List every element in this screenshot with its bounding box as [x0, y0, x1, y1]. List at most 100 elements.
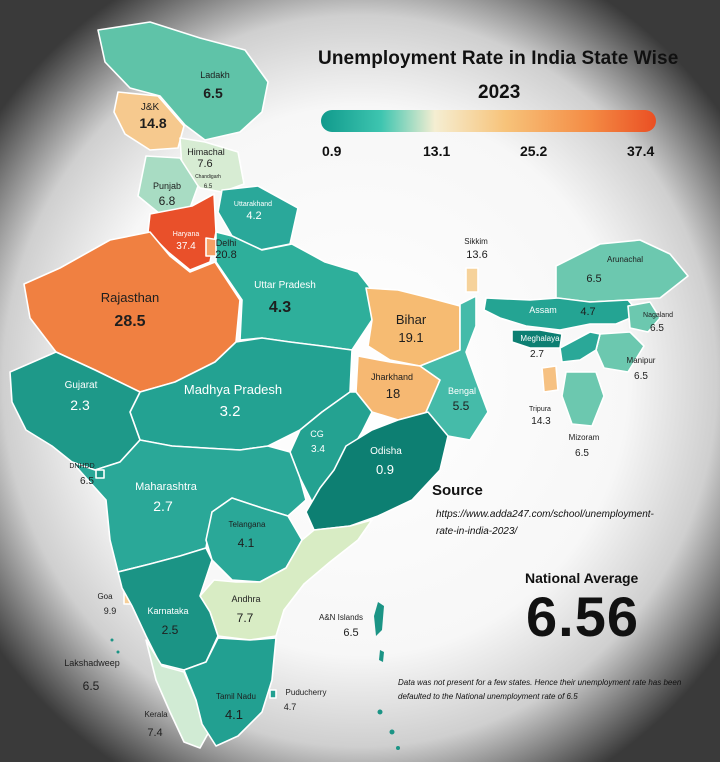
region-nagaland [627, 301, 661, 333]
region-dnhdd [95, 469, 105, 479]
region-bengal [419, 295, 489, 441]
legend-tick: 0.9 [322, 143, 342, 159]
label-bihar-name: Bihar [396, 312, 427, 327]
region-karnataka [117, 547, 219, 671]
island [116, 650, 120, 654]
label-puducherry-name: Puducherry [286, 688, 327, 697]
national-average-label: National Average [525, 570, 639, 586]
source-url: https://www.adda247.com/school/unemploym… [436, 506, 696, 540]
label-uttar-pradesh-value: 4.3 [269, 299, 291, 316]
label-assam-value: 4.7 [580, 306, 595, 318]
island [374, 602, 384, 636]
label-himachal-value: 7.6 [197, 158, 212, 170]
label-bengal-value: 5.5 [453, 399, 470, 413]
island [377, 709, 383, 715]
legend-tick: 13.1 [423, 143, 451, 159]
label-jharkhand-value: 18 [386, 386, 400, 401]
national-average-value: 6.56 [526, 585, 639, 648]
label-nagaland-name: Nagaland [643, 312, 673, 319]
chart-year: 2023 [478, 82, 521, 103]
label-himachal-name: Himachal [187, 147, 225, 157]
label-tripura-value: 14.3 [531, 416, 551, 427]
chart-title: Unemployment Rate in India State Wise [318, 48, 679, 69]
data-note-line1: Data was not present for a few states. H… [398, 678, 682, 687]
label-punjab-name: Punjab [153, 181, 181, 191]
label-odisha-value: 0.9 [376, 462, 394, 477]
data-note-line2: defaulted to the National unemployment r… [398, 692, 578, 701]
label-tamil-nadu-value: 4.1 [225, 707, 243, 722]
label-andhra-value: 7.7 [237, 611, 254, 625]
label-puducherry-value: 4.7 [284, 702, 297, 712]
label-tripura-name: Tripura [529, 406, 551, 413]
label-lakshadweep-name: Lakshadweep [64, 658, 120, 668]
label-delhi-name: Delhi [216, 238, 237, 248]
label-sikkim-name: Sikkim [464, 237, 488, 246]
label-madhya-pradesh-name: Madhya Pradesh [184, 382, 282, 397]
label-mizoram-value: 6.5 [575, 448, 589, 459]
label-kerala-value: 7.4 [147, 727, 162, 739]
region-manipur [595, 331, 645, 373]
region-odisha [305, 411, 449, 531]
source-url-line1: https://www.adda247.com/school/unemploym… [436, 509, 654, 520]
label-jk-value: 14.8 [139, 115, 166, 131]
state-labels: Ladakh 6.5 J&K 14.8 Himachal 7.6 Chandig… [64, 70, 673, 739]
an-islands-shapes [374, 602, 400, 750]
label-bihar-value: 19.1 [398, 330, 423, 345]
label-uttar-pradesh-name: Uttar Pradesh [254, 280, 316, 291]
region-puducherry [269, 689, 277, 699]
legend-color-bar [321, 110, 656, 132]
label-cg-value: 3.4 [311, 444, 325, 455]
label-arunachal-value: 6.5 [586, 273, 601, 285]
label-chandigarh-value: 6.5 [204, 184, 213, 190]
label-maharashtra-value: 2.7 [153, 498, 173, 514]
label-ladakh-name: Ladakh [200, 70, 230, 80]
label-lakshadweep-value: 6.5 [83, 679, 100, 693]
label-madhya-pradesh-value: 3.2 [220, 403, 241, 420]
island [379, 650, 384, 662]
label-dnhdd-name: DNHDD [69, 463, 94, 470]
region-ne-remainder [559, 331, 601, 363]
label-haryana-value: 37.4 [176, 241, 196, 252]
label-sikkim-value: 13.6 [466, 249, 487, 261]
label-jharkhand-name: Jharkhand [371, 372, 413, 382]
label-bengal-name: Bengal [448, 386, 476, 396]
island [396, 746, 400, 750]
region-jk [113, 91, 185, 151]
label-chandigarh-name: Chandigarh [195, 174, 221, 180]
label-an-islands-value: 6.5 [343, 627, 358, 639]
label-goa-value: 9.9 [104, 606, 117, 616]
region-uttar-pradesh [215, 231, 373, 351]
label-mizoram-name: Mizoram [569, 433, 600, 442]
source-url-line2: rate-in-india-2023/ [436, 526, 518, 537]
legend-tick: 37.4 [627, 143, 655, 159]
island [110, 638, 114, 642]
region-mizoram [561, 371, 605, 427]
label-andhra-name: Andhra [231, 594, 260, 604]
label-assam-name: Assam [529, 305, 557, 315]
region-andhra [199, 519, 373, 641]
region-sikkim [465, 267, 479, 293]
label-punjab-value: 6.8 [159, 194, 176, 208]
region-tripura [541, 365, 559, 393]
source-heading: Source [432, 482, 483, 499]
region-tamil-nadu [183, 637, 277, 747]
label-karnataka-value: 2.5 [162, 623, 179, 637]
label-arunachal-name: Arunachal [607, 255, 643, 264]
label-meghalaya-value: 2.7 [530, 349, 544, 360]
label-uttarakhand-name: Uttarakhand [234, 201, 272, 208]
label-gujarat-name: Gujarat [65, 380, 98, 391]
region-bihar [365, 287, 461, 367]
label-uttarakhand-value: 4.2 [246, 210, 261, 222]
lakshadweep-shapes [110, 638, 120, 654]
label-an-islands-name: A&N Islands [319, 613, 363, 622]
island [389, 729, 395, 735]
label-telangana-value: 4.1 [238, 536, 255, 550]
label-maharashtra-name: Maharashtra [135, 481, 198, 493]
label-haryana-name: Haryana [173, 231, 200, 238]
label-delhi-value: 20.8 [215, 249, 236, 261]
label-karnataka-name: Karnataka [147, 606, 188, 616]
label-gujarat-value: 2.3 [70, 397, 90, 413]
legend-tick: 25.2 [520, 143, 548, 159]
label-ladakh-value: 6.5 [203, 85, 223, 101]
